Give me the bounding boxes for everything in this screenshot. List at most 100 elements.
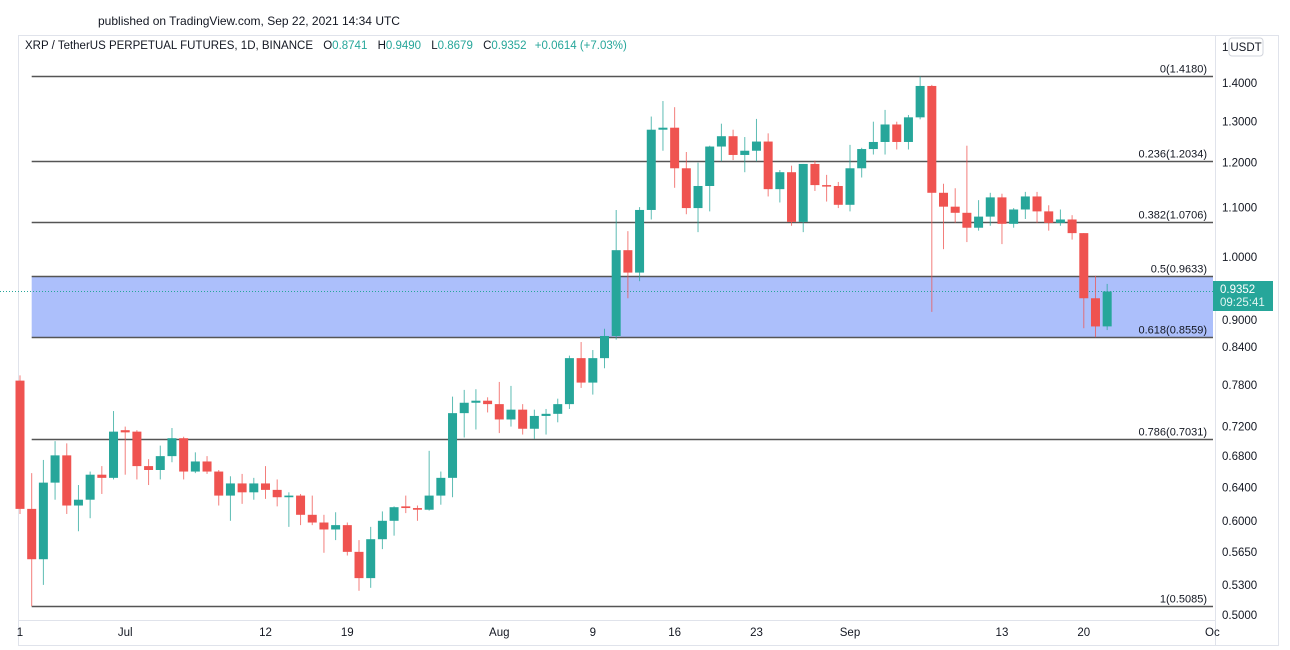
candle-down bbox=[342, 525, 352, 552]
candle-up bbox=[85, 474, 95, 500]
candle-down bbox=[939, 192, 949, 207]
candle-up bbox=[658, 127, 668, 130]
candle-down bbox=[494, 404, 504, 420]
time-tick: 12 bbox=[259, 627, 272, 639]
candle-down bbox=[927, 85, 937, 193]
candle-up bbox=[635, 209, 645, 273]
candle-up bbox=[541, 413, 551, 416]
candle-down bbox=[1079, 233, 1089, 299]
candle-up bbox=[167, 438, 177, 457]
price-tick: 1.2000 bbox=[1222, 158, 1257, 170]
candle-up bbox=[389, 507, 399, 521]
price-tick: 0.6400 bbox=[1222, 482, 1257, 494]
high-label: H bbox=[377, 40, 386, 52]
price-tick: 0.5300 bbox=[1222, 580, 1257, 592]
candle-up bbox=[716, 136, 726, 147]
last-price-value: 0.9352 bbox=[1220, 284, 1255, 296]
candle-down bbox=[681, 168, 691, 209]
candle-up bbox=[377, 520, 387, 540]
open-label: O bbox=[323, 40, 333, 52]
price-tick: 1.3000 bbox=[1222, 116, 1257, 128]
symbol-legend: XRP / TetherUS PERPETUAL FUTURES, 1D, BI… bbox=[25, 40, 627, 52]
candle-down bbox=[1032, 196, 1042, 212]
candle-up bbox=[1020, 196, 1030, 210]
candle-down bbox=[401, 506, 411, 509]
candle-up bbox=[436, 477, 446, 496]
fib-label: 0.618(0.8559) bbox=[1139, 325, 1208, 337]
candle-down bbox=[132, 431, 142, 467]
price-tick: 0.6800 bbox=[1222, 451, 1257, 463]
candle-down bbox=[763, 141, 773, 190]
candle-down bbox=[179, 438, 189, 472]
candle-down bbox=[27, 508, 37, 560]
symbol-title[interactable]: XRP / TetherUS PERPETUAL FUTURES, 1D, BI… bbox=[25, 40, 314, 52]
candle-down bbox=[202, 461, 212, 472]
candle-down bbox=[576, 358, 586, 383]
price-tick: 0.8400 bbox=[1222, 342, 1257, 354]
candle-down bbox=[296, 495, 306, 515]
candle-up bbox=[459, 402, 469, 414]
fib-label: 0.236(1.2034) bbox=[1139, 149, 1208, 161]
candle-down bbox=[670, 127, 680, 169]
candle-down bbox=[1044, 211, 1054, 223]
candle-up bbox=[1055, 219, 1065, 223]
candle-down bbox=[1067, 219, 1077, 234]
candle-down bbox=[412, 508, 422, 510]
candle-down bbox=[260, 483, 270, 490]
time-tick: 23 bbox=[750, 627, 763, 639]
price-tick: 0.5000 bbox=[1222, 610, 1257, 622]
candle-up bbox=[705, 146, 715, 186]
candle-up bbox=[225, 483, 235, 496]
candle-up bbox=[109, 431, 119, 478]
candle-down bbox=[319, 522, 329, 530]
candle-up bbox=[471, 400, 481, 403]
published-caption: published on TradingView.com, Sep 22, 20… bbox=[98, 14, 400, 28]
last-price-badge bbox=[1213, 281, 1273, 311]
candle-down bbox=[62, 455, 72, 506]
candle-up bbox=[553, 404, 563, 414]
candle-up bbox=[600, 335, 609, 359]
candle-up bbox=[506, 409, 516, 420]
candle-up bbox=[903, 117, 913, 142]
candle-up bbox=[249, 483, 259, 493]
candle-up bbox=[448, 413, 458, 478]
close-value: 0.9352 bbox=[491, 40, 527, 52]
fib-label: 0.786(0.7031) bbox=[1139, 427, 1208, 439]
fib-label: 0(1.4180) bbox=[1160, 64, 1207, 76]
candle-down bbox=[237, 483, 247, 493]
candle-up bbox=[845, 168, 855, 205]
candle-down bbox=[950, 206, 960, 213]
candle-down bbox=[833, 185, 843, 205]
candle-down bbox=[15, 380, 25, 509]
candle-up bbox=[974, 216, 984, 228]
candle-down bbox=[810, 163, 820, 186]
fib-label: 0.382(1.0706) bbox=[1139, 210, 1208, 222]
low-value: 0.8679 bbox=[437, 40, 473, 52]
candle-up bbox=[775, 172, 785, 190]
candle-up bbox=[284, 495, 294, 498]
candle-up bbox=[529, 415, 539, 429]
candle-up bbox=[798, 163, 808, 222]
candle-down bbox=[272, 489, 282, 498]
time-tick: 1 bbox=[17, 627, 23, 639]
candle-down bbox=[623, 250, 633, 273]
chart-frame bbox=[18, 35, 1279, 646]
candle-up bbox=[331, 525, 341, 530]
candle-down bbox=[120, 430, 130, 433]
candle-down bbox=[214, 471, 224, 496]
price-tick: 1.1000 bbox=[1222, 203, 1257, 215]
price-tick: 1.0000 bbox=[1222, 252, 1257, 264]
candle-down bbox=[518, 409, 528, 429]
candle-up bbox=[588, 358, 598, 383]
candle-up bbox=[646, 129, 656, 210]
candle-down bbox=[144, 466, 154, 470]
candle-down bbox=[997, 197, 1007, 224]
candle-up bbox=[857, 149, 867, 169]
candle-up bbox=[985, 197, 995, 217]
currency-button[interactable] bbox=[1228, 37, 1264, 57]
candle-up bbox=[1102, 291, 1112, 327]
change-value: +0.0614 (+7.03%) bbox=[534, 40, 627, 52]
fib-label: 1(0.5085) bbox=[1160, 594, 1207, 606]
candle-up bbox=[155, 456, 165, 470]
